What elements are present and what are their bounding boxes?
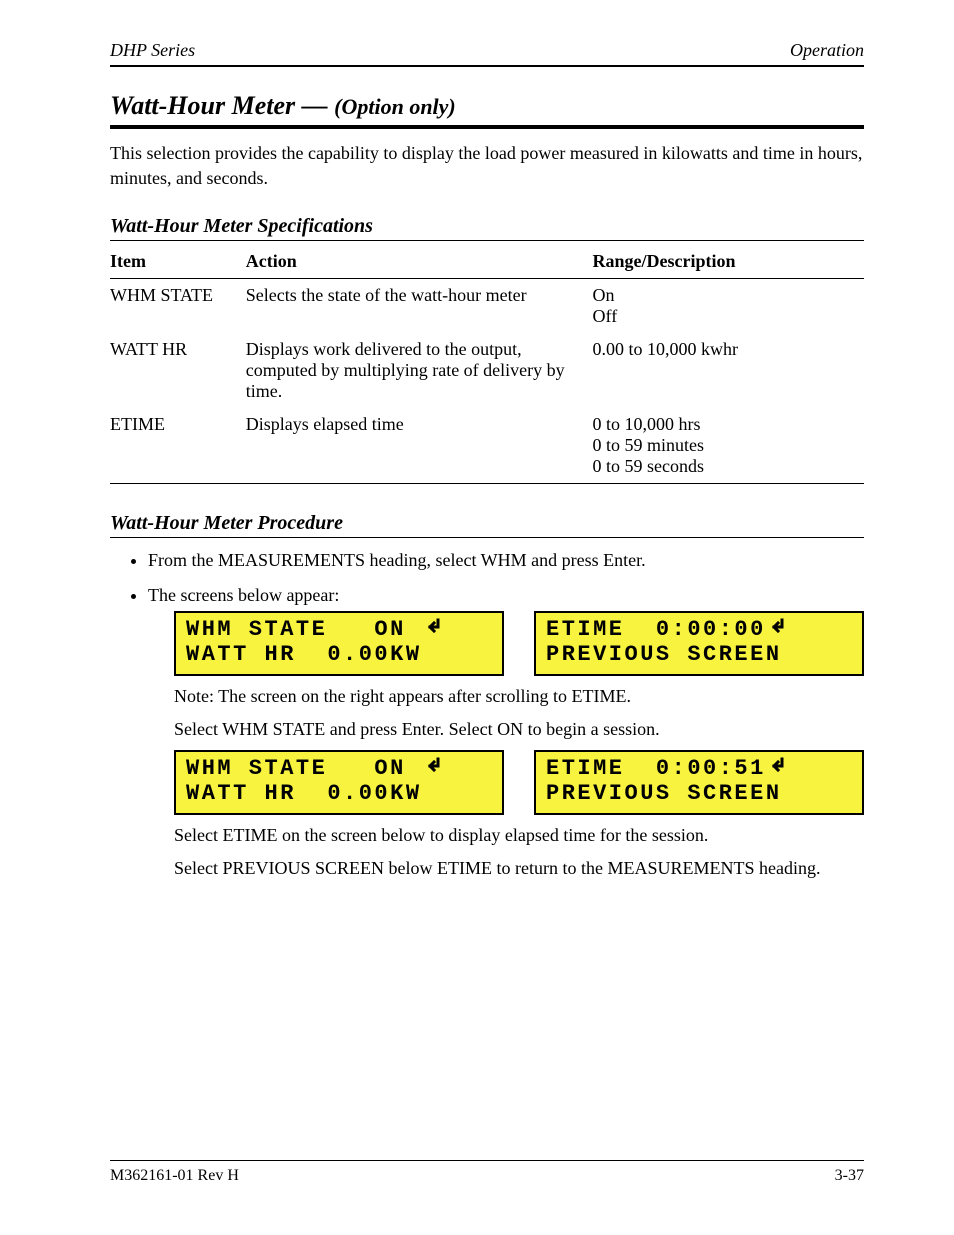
lcd-panel-whm-2: WHM STATE ON WATT HR 0.00KW: [174, 750, 504, 815]
footer-left: M362161-01 Rev H: [110, 1167, 239, 1185]
cell-item: WHM STATE: [110, 279, 246, 333]
cell-range: 0 to 10,000 hrs0 to 59 minutes0 to 59 se…: [593, 408, 864, 483]
table-rule-bottom: [110, 483, 864, 484]
th-item: Item: [110, 241, 246, 278]
page-footer: M362161-01 Rev H 3-37: [110, 1160, 864, 1185]
header-left: DHP Series: [110, 40, 195, 61]
lcd-panel-etime-2: ETIME 0:00:51 PREVIOUS SCREEN: [534, 750, 864, 815]
section-title-main: Watt-Hour Meter —: [110, 91, 334, 120]
enter-icon: [768, 618, 786, 643]
lcd-line: PREVIOUS SCREEN: [546, 642, 782, 667]
cell-item: ETIME: [110, 408, 246, 483]
cell-action: Displays elapsed time: [246, 408, 593, 483]
th-range: Range/Description: [593, 241, 864, 278]
lcd-line: PREVIOUS SCREEN: [546, 781, 782, 806]
lcd-line: ETIME 0:00:00: [546, 617, 766, 642]
instruction: Select ETIME on the screen below to disp…: [174, 823, 864, 848]
footer-right: 3-37: [835, 1167, 864, 1185]
lcd-line: WHM STATE ON: [186, 756, 422, 781]
lcd-line: ETIME 0:00:51: [546, 756, 766, 781]
list-item-text: The screens below appear:: [148, 585, 339, 605]
cell-action: Displays work delivered to the output, c…: [246, 333, 593, 408]
lcd-line: WATT HR 0.00KW: [186, 642, 422, 667]
lcd-row: WHM STATE ON WATT HR 0.00KW ETIME 0:00:0…: [174, 611, 864, 676]
instruction: Select WHM STATE and press Enter. Select…: [174, 717, 864, 742]
manual-page: DHP Series Operation Watt-Hour Meter — (…: [0, 0, 954, 1235]
section-title-sub: (Option only): [334, 94, 456, 119]
lcd-line: WATT HR 0.00KW: [186, 781, 422, 806]
lcd-line: WHM STATE ON: [186, 617, 422, 642]
th-action: Action: [246, 241, 593, 278]
spec-table-title: Watt-Hour Meter Specifications: [110, 215, 864, 238]
enter-icon: [424, 618, 442, 643]
page-header: DHP Series Operation: [110, 40, 864, 65]
lcd-panel-etime-1: ETIME 0:00:00 PREVIOUS SCREEN: [534, 611, 864, 676]
enter-icon: [424, 757, 442, 782]
procedure-list: From the MEASUREMENTS heading, select WH…: [110, 548, 864, 881]
section-paragraph: This selection provides the capability t…: [110, 141, 864, 191]
lcd-panel-whm-1: WHM STATE ON WATT HR 0.00KW: [174, 611, 504, 676]
cell-action: Selects the state of the watt-hour meter: [246, 279, 593, 333]
table-row: WATT HR Displays work delivered to the o…: [110, 333, 864, 408]
lcd-note: Note: The screen on the right appears af…: [174, 684, 864, 709]
header-right: Operation: [790, 40, 864, 61]
spec-table: Item Action Range/Description WHM STATE …: [110, 241, 864, 484]
list-item: From the MEASUREMENTS heading, select WH…: [148, 548, 864, 572]
cell-item: WATT HR: [110, 333, 246, 408]
procedure-rule: [110, 537, 864, 538]
procedure-title: Watt-Hour Meter Procedure: [110, 512, 864, 535]
section-rule: [110, 125, 864, 129]
table-row: WHM STATE Selects the state of the watt-…: [110, 279, 864, 333]
cell-range: OnOff: [593, 279, 864, 333]
header-rule: [110, 65, 864, 67]
table-head-row: Item Action Range/Description: [110, 241, 864, 278]
lcd-row: WHM STATE ON WATT HR 0.00KW ETIME 0:00:5…: [174, 750, 864, 815]
list-item: The screens below appear: WHM STATE ON W…: [148, 583, 864, 881]
cell-range: 0.00 to 10,000 kwhr: [593, 333, 864, 408]
table-row: ETIME Displays elapsed time 0 to 10,000 …: [110, 408, 864, 483]
section-title: Watt-Hour Meter — (Option only): [110, 91, 864, 121]
instruction: Select PREVIOUS SCREEN below ETIME to re…: [174, 856, 864, 881]
enter-icon: [768, 757, 786, 782]
